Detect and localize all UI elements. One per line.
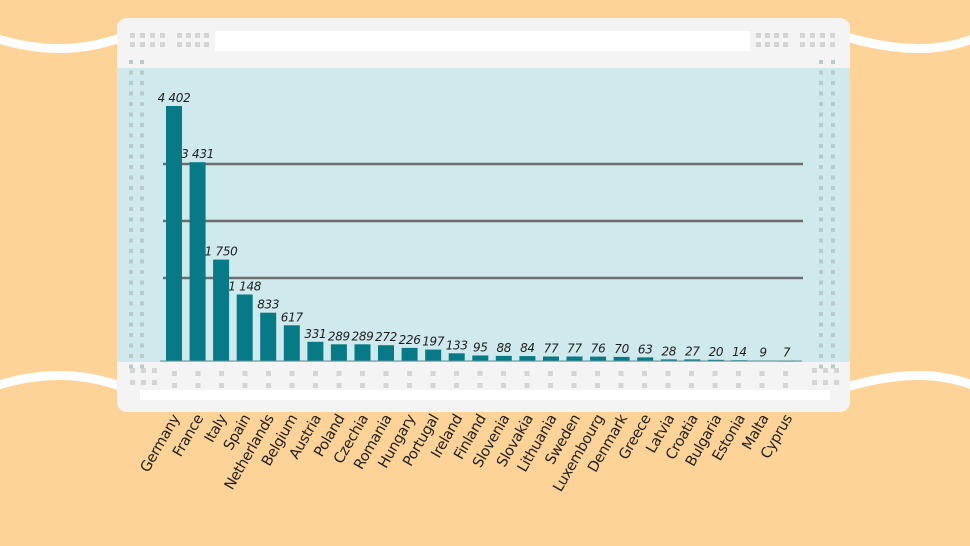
bar-croatia (684, 359, 701, 361)
value-label-estonia: 14 (732, 345, 747, 359)
value-label-poland: 289 (328, 329, 350, 343)
category-tick-labels: GermanyFranceItalySpainNetherlandsBelgiu… (138, 411, 796, 495)
value-label-malta: 9 (759, 346, 766, 360)
value-label-slovakia: 84 (520, 341, 535, 355)
bar-slovakia (519, 356, 536, 361)
value-label-luxembourg: 76 (591, 342, 606, 356)
bar-greece (637, 357, 654, 361)
value-label-netherlands: 833 (257, 298, 279, 312)
value-label-latvia: 28 (661, 344, 676, 358)
gridlines (163, 162, 803, 280)
bar-luxembourg (590, 356, 607, 361)
bar-slovenia (495, 355, 512, 361)
value-label-hungary: 226 (399, 333, 422, 347)
value-label-portugal: 197 (422, 335, 445, 349)
value-label-romania: 272 (375, 330, 397, 344)
mask-bottom-band (140, 390, 830, 400)
value-label-germany: 4 402 (158, 91, 191, 105)
mask-stitch-dots (130, 33, 839, 388)
bar-denmark (613, 356, 630, 361)
value-label-france: 3 431 (181, 147, 214, 161)
bar-lithuania (543, 356, 559, 361)
value-label-ireland: 133 (446, 338, 468, 352)
bar-italy (213, 259, 230, 361)
bar-latvia (660, 359, 677, 361)
bar-romania (378, 345, 394, 361)
bar-bulgaria (707, 359, 724, 361)
bar-sweden (566, 356, 583, 361)
value-label-sweden: 77 (567, 342, 582, 356)
value-label-denmark: 70 (614, 342, 629, 356)
bar-ireland (448, 353, 465, 361)
value-label-italy: 1 750 (205, 245, 239, 259)
bar-poland (330, 344, 347, 361)
plot-edge-dots (129, 60, 835, 369)
bar-series (166, 106, 795, 362)
value-label-finland: 95 (473, 341, 488, 355)
bar-portugal (425, 349, 442, 361)
value-label-czechia: 289 (351, 329, 373, 343)
value-label-greece: 63 (638, 342, 653, 356)
value-label-lithuania: 77 (544, 342, 559, 356)
bar-austria (307, 341, 324, 361)
bar-france (189, 162, 206, 361)
bar-netherlands (260, 312, 277, 361)
bar-finland (472, 355, 489, 361)
value-label-cyprus: 7 (783, 346, 791, 360)
value-label-croatia: 27 (685, 344, 700, 358)
mask-straps (0, 33, 970, 391)
bar-spain (236, 294, 253, 361)
bar-hungary (401, 347, 418, 361)
bar-belgium (283, 325, 300, 361)
value-label-belgium: 617 (281, 310, 304, 324)
value-label-spain: 1 148 (228, 280, 262, 294)
value-label-bulgaria: 20 (709, 345, 724, 359)
value-label-slovenia: 88 (496, 341, 511, 355)
bar-germany (166, 106, 182, 361)
bar-czechia (354, 344, 371, 361)
value-label-austria: 331 (304, 327, 326, 341)
mask-top-band (215, 31, 750, 51)
